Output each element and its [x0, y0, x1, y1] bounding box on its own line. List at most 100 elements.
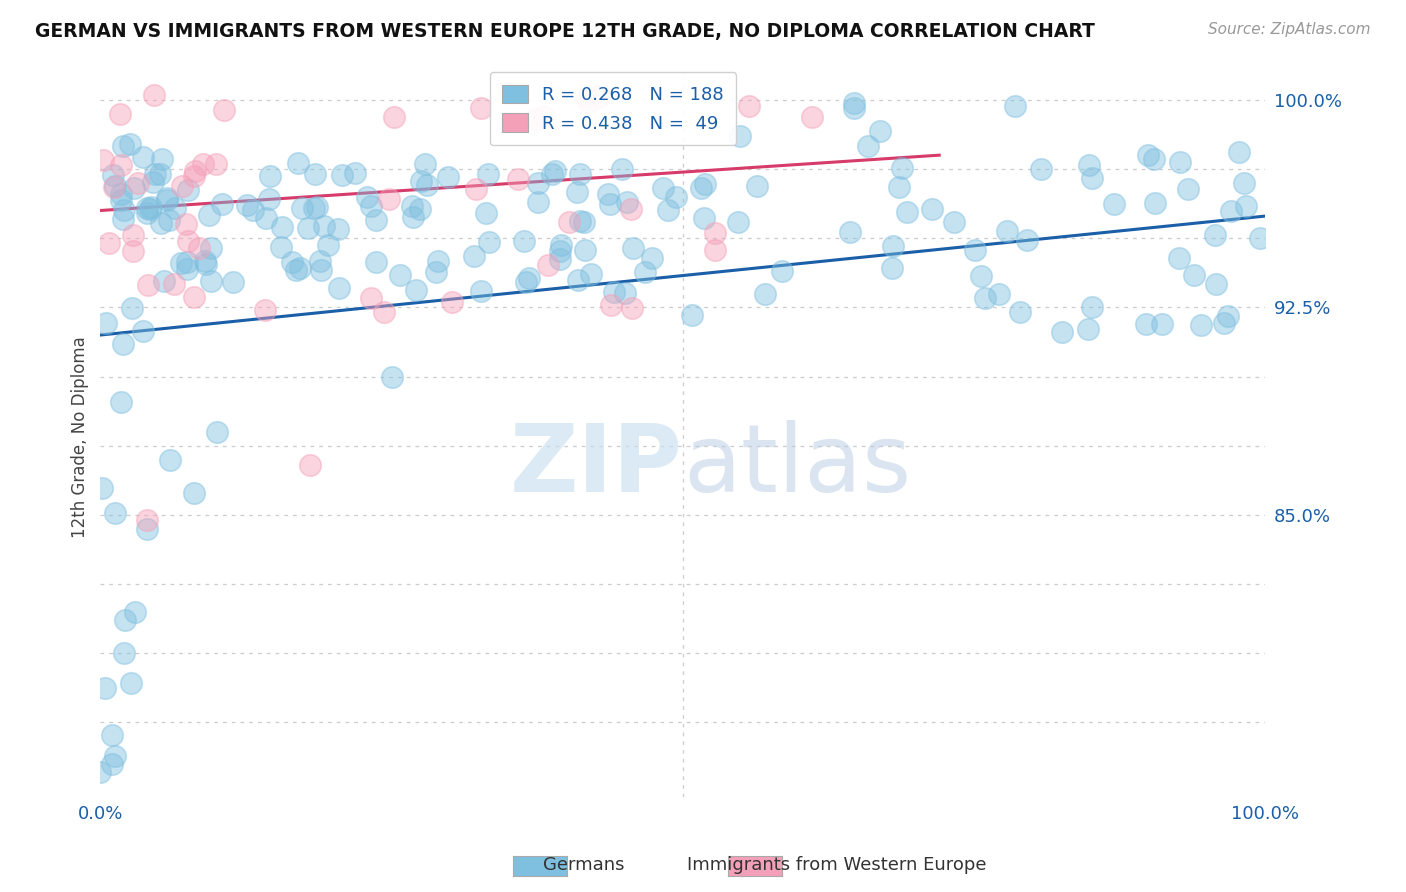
Point: [541, 167, 564, 181]
Point: [575, 89, 598, 103]
Y-axis label: 12th Grade, No Diploma: 12th Grade, No Diploma: [72, 336, 89, 538]
Point: [121, 301, 143, 316]
Point: [110, 395, 132, 409]
Point: [402, 210, 425, 224]
Point: [204, 157, 226, 171]
Point: [896, 205, 918, 219]
Point: [118, 137, 141, 152]
Point: [1008, 304, 1031, 318]
Point: [183, 169, 205, 183]
Point: [641, 252, 664, 266]
Point: [135, 206, 157, 220]
Point: [1182, 268, 1205, 283]
Point: [465, 182, 488, 196]
Text: Germans: Germans: [543, 856, 624, 874]
Point: [170, 256, 193, 270]
Point: [1233, 177, 1256, 191]
Point: [657, 202, 679, 217]
Point: [183, 290, 205, 304]
Point: [745, 179, 768, 194]
Point: [103, 168, 125, 182]
Point: [882, 261, 904, 276]
Point: [187, 241, 209, 255]
Point: [91, 481, 114, 495]
Point: [572, 215, 595, 229]
Point: [728, 129, 751, 144]
Point: [285, 263, 308, 277]
Point: [965, 244, 987, 258]
Point: [477, 167, 499, 181]
Point: [112, 337, 135, 351]
Point: [139, 202, 162, 217]
Point: [882, 239, 904, 253]
Point: [101, 756, 124, 771]
Point: [149, 216, 172, 230]
Point: [142, 175, 165, 189]
Point: [440, 295, 463, 310]
Point: [738, 98, 761, 112]
Point: [1249, 230, 1271, 244]
Point: [1204, 228, 1226, 243]
Point: [360, 199, 382, 213]
Point: [253, 302, 276, 317]
Point: [138, 278, 160, 293]
Point: [297, 221, 319, 235]
Point: [970, 269, 993, 284]
Point: [533, 111, 555, 125]
Point: [548, 252, 571, 267]
Point: [665, 190, 688, 204]
Text: GERMAN VS IMMIGRANTS FROM WESTERN EUROPE 12TH GRADE, NO DIPLOMA CORRELATION CHAR: GERMAN VS IMMIGRANTS FROM WESTERN EUROPE…: [35, 22, 1095, 41]
Text: Immigrants from Western Europe: Immigrants from Western Europe: [686, 856, 987, 874]
Point: [565, 186, 588, 200]
Point: [91, 153, 114, 167]
Point: [603, 285, 626, 300]
Point: [599, 196, 621, 211]
Point: [257, 192, 280, 206]
Point: [576, 95, 599, 110]
Point: [550, 237, 572, 252]
Point: [574, 244, 596, 258]
Point: [426, 254, 449, 268]
Point: [1104, 197, 1126, 211]
Point: [127, 176, 149, 190]
Point: [389, 268, 412, 283]
Point: [120, 676, 142, 690]
Point: [1143, 153, 1166, 167]
Point: [1136, 147, 1159, 161]
Point: [1152, 318, 1174, 332]
Point: [176, 261, 198, 276]
Point: [205, 425, 228, 439]
Point: [110, 158, 132, 172]
Point: [513, 235, 536, 249]
Point: [704, 244, 727, 258]
Point: [544, 163, 567, 178]
Point: [111, 138, 134, 153]
Point: [143, 167, 166, 181]
Point: [104, 179, 127, 194]
Point: [600, 298, 623, 312]
Point: [162, 277, 184, 291]
Point: [470, 101, 492, 115]
Point: [122, 227, 145, 242]
Point: [463, 249, 485, 263]
Point: [526, 176, 548, 190]
Point: [401, 199, 423, 213]
Point: [94, 681, 117, 696]
Point: [1167, 251, 1189, 265]
Point: [288, 260, 311, 275]
Point: [103, 179, 125, 194]
Point: [110, 107, 132, 121]
Point: [567, 273, 589, 287]
Point: [142, 88, 165, 103]
Point: [537, 258, 560, 272]
Point: [242, 202, 264, 217]
Point: [136, 513, 159, 527]
Point: [1004, 99, 1026, 113]
Point: [856, 138, 879, 153]
Point: [921, 202, 943, 216]
Point: [693, 211, 716, 225]
Point: [1017, 233, 1039, 247]
Point: [405, 283, 427, 297]
Point: [378, 192, 401, 206]
Point: [236, 198, 259, 212]
